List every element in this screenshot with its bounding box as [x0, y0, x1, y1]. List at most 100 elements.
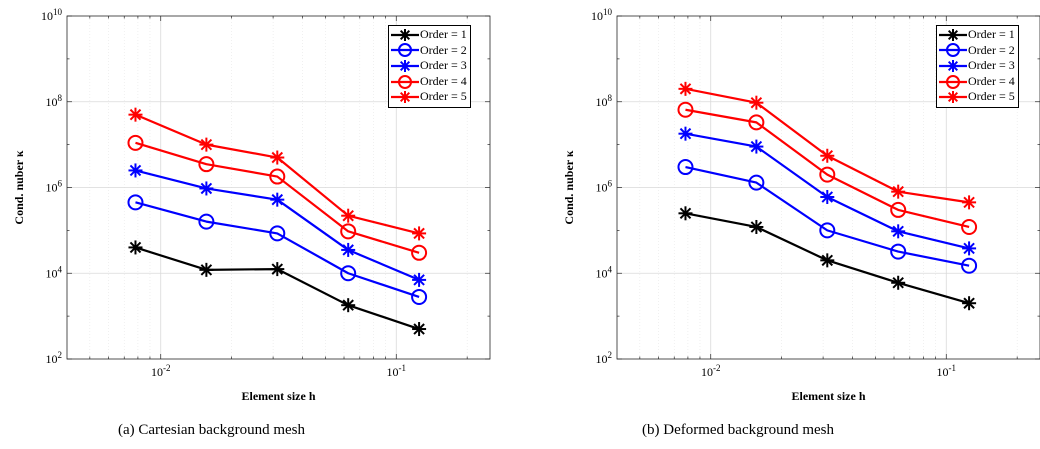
- x-tick-label: 10-1: [387, 363, 407, 379]
- data-point: [199, 181, 214, 196]
- chart-caption: (b) Deformed background mesh: [642, 422, 835, 438]
- series-group: [677, 81, 978, 311]
- y-tick-label: 104: [46, 264, 63, 280]
- asterisk-marker-icon: [939, 28, 967, 41]
- data-point: [341, 208, 356, 223]
- asterisk-marker-icon: [939, 91, 967, 104]
- data-point: [341, 242, 356, 257]
- data-point: [412, 226, 427, 241]
- legend: Order = 1 Order = 2 Order = 3 Order = 4 Orde…: [936, 25, 1019, 108]
- legend-item: Order = 1: [939, 27, 1015, 43]
- data-point: [820, 190, 835, 205]
- data-point: [962, 195, 977, 210]
- legend-marker: [946, 43, 960, 58]
- y-tick-label: 106: [596, 179, 613, 195]
- data-point: [270, 262, 285, 277]
- data-point: [819, 222, 836, 239]
- y-axis-label: Cond. nuber κ: [562, 150, 576, 224]
- data-point: [748, 114, 765, 131]
- legend-marker: [947, 28, 959, 41]
- legend-item: Order = 3: [391, 58, 467, 74]
- series-line: [135, 113, 420, 235]
- series-line: [685, 108, 970, 229]
- asterisk-marker-icon: [391, 91, 419, 104]
- chart-caption: (a) Cartesian background mesh: [118, 422, 306, 438]
- legend-label: Order = 2: [968, 42, 1015, 57]
- legend-marker: [946, 74, 960, 89]
- legend-item: Order = 2: [939, 43, 1015, 59]
- legend-label: Order = 4: [420, 73, 467, 88]
- asterisk-marker-icon: [939, 59, 967, 72]
- legend-label: Order = 5: [968, 89, 1015, 104]
- series-3: [128, 163, 427, 287]
- legend-label: Order = 1: [420, 27, 467, 41]
- legend-label: Order = 4: [968, 73, 1015, 88]
- data-point: [961, 257, 978, 274]
- data-point: [749, 95, 764, 110]
- legend-marker: [399, 28, 411, 41]
- series-2: [677, 159, 978, 274]
- data-point: [891, 224, 906, 239]
- data-point: [820, 148, 835, 163]
- legend-item: Order = 1: [391, 27, 467, 43]
- circle-marker-icon: [391, 74, 419, 89]
- y-tick-label: 108: [596, 93, 613, 109]
- data-point: [411, 244, 428, 261]
- series-group: [127, 107, 428, 337]
- series-line: [135, 246, 420, 331]
- x-tick-label: 10-2: [151, 363, 171, 379]
- data-point: [270, 150, 285, 165]
- data-point: [891, 184, 906, 199]
- tick-labels: 102 104 106 108 1010 10-2 10-1: [41, 7, 406, 379]
- circle-marker-icon: [939, 74, 967, 89]
- data-point: [412, 272, 427, 287]
- data-point: [677, 101, 694, 118]
- data-point: [199, 137, 214, 152]
- grid: [67, 16, 490, 359]
- y-axis-label: Cond. nuber κ: [12, 150, 26, 224]
- data-point: [412, 322, 427, 337]
- y-tick-label: 102: [596, 350, 613, 366]
- series-line: [685, 165, 970, 267]
- y-tick-label: 108: [46, 93, 63, 109]
- y-tick-label: 104: [596, 264, 613, 280]
- chart-svg: 102 104 106 108 1010 10-2 10-1 Element size h Co…: [562, 7, 1040, 403]
- data-point: [269, 225, 286, 242]
- data-point: [127, 134, 144, 151]
- data-point: [962, 296, 977, 311]
- legend-item: Order = 4: [391, 74, 467, 90]
- data-point: [128, 163, 143, 178]
- series-1: [128, 240, 427, 337]
- legend-marker: [399, 59, 411, 72]
- data-point: [819, 166, 836, 183]
- legend-item: Order = 5: [939, 89, 1015, 105]
- axes: [616, 15, 1040, 360]
- data-point: [678, 81, 693, 96]
- x-tick-label: 10-2: [701, 363, 721, 379]
- legend: Order = 1 Order = 2 Order = 3 Order = 4 Orde…: [388, 25, 471, 108]
- data-point: [677, 159, 694, 176]
- axes: [66, 15, 491, 360]
- legend-label: Order = 2: [420, 42, 467, 57]
- series-4: [677, 101, 978, 235]
- chart-svg: 102 104 106 108 1010 10-2 10-1 Element size h Co…: [12, 7, 491, 403]
- data-point: [128, 240, 143, 255]
- tick-labels: 102 104 106 108 1010 10-2 10-1: [591, 7, 956, 379]
- data-point: [749, 139, 764, 154]
- data-point: [127, 194, 144, 211]
- data-point: [961, 218, 978, 235]
- data-point: [340, 265, 357, 282]
- legend-marker: [399, 91, 411, 104]
- data-point: [340, 223, 357, 240]
- series-5: [128, 107, 427, 241]
- legend-marker: [947, 91, 959, 104]
- data-point: [820, 253, 835, 268]
- series-line: [685, 87, 970, 204]
- legend-item: Order = 3: [939, 58, 1015, 74]
- x-tick-label: 10-1: [937, 363, 957, 379]
- asterisk-marker-icon: [391, 59, 419, 72]
- legend-label: Order = 5: [420, 89, 467, 104]
- data-point: [749, 219, 764, 234]
- data-point: [270, 192, 285, 207]
- y-tick-label: 1010: [41, 7, 63, 23]
